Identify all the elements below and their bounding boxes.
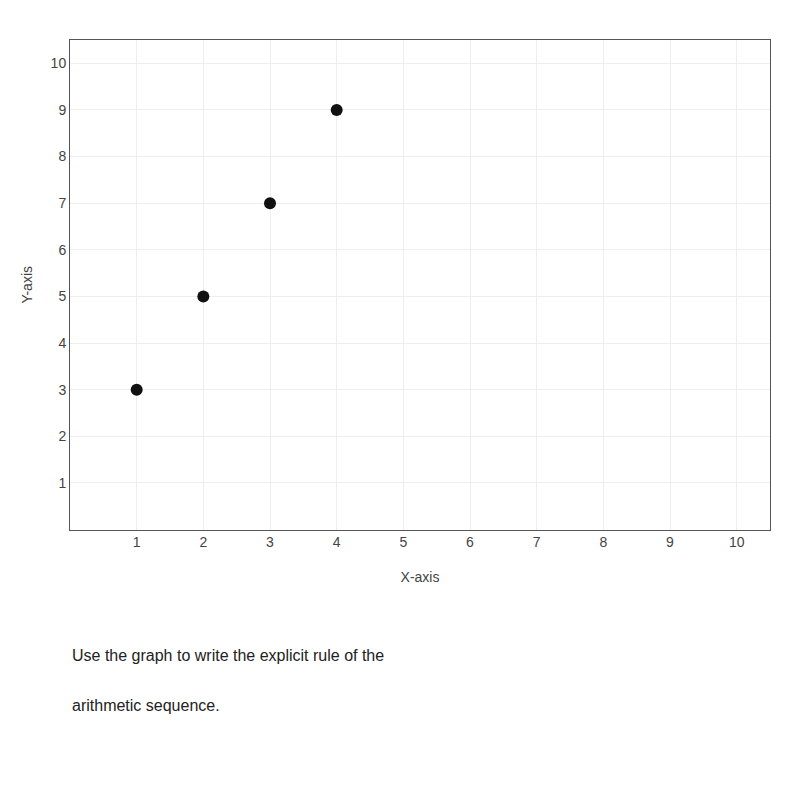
svg-text:6: 6 <box>466 534 474 550</box>
svg-text:1: 1 <box>133 534 141 550</box>
svg-text:9: 9 <box>666 534 674 550</box>
svg-text:10: 10 <box>51 55 67 71</box>
svg-text:5: 5 <box>399 534 407 550</box>
svg-text:7: 7 <box>533 534 541 550</box>
svg-text:4: 4 <box>333 534 341 550</box>
svg-text:3: 3 <box>58 382 66 398</box>
svg-text:5: 5 <box>58 288 66 304</box>
svg-text:X-axis: X-axis <box>401 569 440 585</box>
svg-text:2: 2 <box>199 534 207 550</box>
svg-text:4: 4 <box>58 335 66 351</box>
svg-text:2: 2 <box>58 428 66 444</box>
svg-text:Y-axis: Y-axis <box>19 266 35 304</box>
svg-text:8: 8 <box>58 148 66 164</box>
svg-text:10: 10 <box>729 534 745 550</box>
svg-text:6: 6 <box>58 242 66 258</box>
svg-text:7: 7 <box>58 195 66 211</box>
svg-text:Use the graph to write the exp: Use the graph to write the explicit rule… <box>72 647 384 664</box>
svg-text:1: 1 <box>58 475 66 491</box>
svg-text:9: 9 <box>58 102 66 118</box>
svg-text:8: 8 <box>599 534 607 550</box>
svg-text:arithmetic sequence.: arithmetic sequence. <box>72 697 220 714</box>
svg-text:3: 3 <box>266 534 274 550</box>
